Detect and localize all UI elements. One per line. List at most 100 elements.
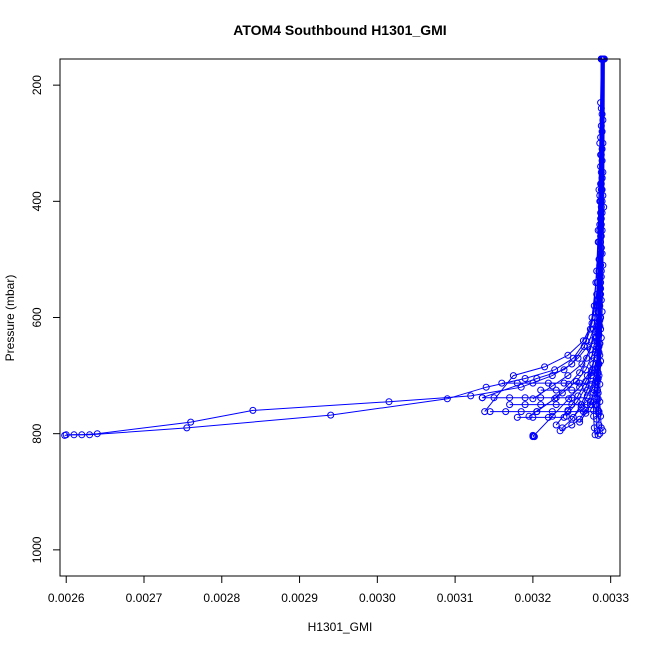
data-point bbox=[187, 418, 195, 426]
data-point bbox=[513, 379, 521, 387]
y-axis-label: Pressure (mbar) bbox=[3, 275, 17, 362]
data-point bbox=[537, 401, 545, 409]
data-point bbox=[530, 433, 538, 441]
x-axis-label: H1301_GMI bbox=[308, 620, 373, 634]
data-point bbox=[443, 395, 451, 403]
data-point bbox=[327, 411, 335, 419]
data-point bbox=[467, 392, 475, 400]
x-tick-label: 0.0028 bbox=[203, 591, 240, 605]
series-profile bbox=[513, 413, 568, 421]
data-point bbox=[552, 421, 560, 429]
data-point bbox=[486, 408, 494, 416]
data-point bbox=[595, 408, 603, 416]
data-point bbox=[509, 372, 517, 380]
data-point bbox=[583, 386, 591, 394]
data-point bbox=[564, 372, 572, 380]
data-point bbox=[529, 395, 537, 403]
data-point bbox=[548, 408, 556, 416]
series-line bbox=[482, 58, 605, 399]
data-point bbox=[249, 406, 257, 414]
data-point bbox=[552, 401, 560, 409]
series-profile bbox=[529, 431, 538, 441]
x-tick-label: 0.0032 bbox=[515, 591, 552, 605]
data-point bbox=[579, 408, 587, 416]
data-point bbox=[588, 337, 596, 345]
data-point bbox=[478, 394, 486, 402]
series-profile bbox=[486, 408, 603, 416]
data-point bbox=[564, 351, 572, 359]
data-point bbox=[556, 427, 564, 435]
data-point bbox=[576, 415, 584, 423]
data-point bbox=[565, 380, 573, 388]
data-point bbox=[576, 369, 584, 377]
data-point bbox=[498, 379, 506, 387]
y-tick-label: 800 bbox=[30, 423, 44, 443]
axes-layer: 0.0026 0.0027 0.0028 0.0029 0.0030 0.0031 0.00… bbox=[30, 75, 629, 605]
x-tick-label: 0.0029 bbox=[281, 591, 318, 605]
data-point bbox=[579, 337, 587, 345]
data-point bbox=[521, 401, 529, 409]
data-point bbox=[544, 379, 552, 387]
data-point bbox=[583, 354, 591, 362]
chart-title: ATOM4 Southbound H1301_GMI bbox=[233, 22, 446, 38]
data-point bbox=[597, 412, 605, 420]
y-tick-label: 400 bbox=[30, 191, 44, 211]
data-point bbox=[593, 386, 601, 394]
data-point bbox=[568, 421, 576, 429]
x-tick-label: 0.0026 bbox=[48, 591, 85, 605]
data-point bbox=[533, 408, 541, 416]
data-point bbox=[569, 354, 577, 362]
data-point bbox=[525, 412, 533, 420]
data-point bbox=[560, 379, 568, 387]
data-point bbox=[548, 372, 556, 380]
data-point bbox=[568, 386, 576, 394]
data-point bbox=[594, 431, 602, 439]
data-point bbox=[583, 401, 591, 409]
data-point bbox=[569, 413, 577, 421]
data-point bbox=[597, 314, 605, 321]
data-point bbox=[537, 386, 545, 394]
series-profile bbox=[61, 55, 606, 439]
data-point bbox=[517, 408, 525, 416]
series-profile bbox=[478, 394, 591, 402]
data-point bbox=[529, 431, 537, 439]
data-point bbox=[598, 209, 606, 217]
data-point bbox=[599, 427, 607, 435]
x-tick-label: 0.0031 bbox=[437, 591, 474, 605]
data-point bbox=[385, 398, 393, 406]
data-point bbox=[568, 401, 576, 409]
data-point bbox=[560, 413, 568, 421]
data-point bbox=[506, 394, 514, 402]
data-point bbox=[552, 386, 560, 394]
data-point bbox=[541, 363, 549, 371]
y-tick-label: 1000 bbox=[30, 536, 44, 563]
data-point bbox=[576, 418, 584, 426]
data-point bbox=[521, 394, 529, 402]
data-point bbox=[506, 401, 514, 409]
data-point bbox=[529, 379, 537, 387]
data-point bbox=[583, 394, 591, 402]
data-point bbox=[502, 408, 510, 416]
series-line bbox=[593, 58, 604, 411]
data-point bbox=[574, 354, 582, 362]
data-point bbox=[86, 431, 94, 439]
series-line bbox=[532, 58, 603, 400]
plot-frame bbox=[59, 58, 621, 577]
data-point bbox=[490, 394, 498, 402]
data-point bbox=[599, 192, 607, 199]
data-point bbox=[529, 413, 537, 421]
data-point bbox=[598, 250, 606, 258]
series-line bbox=[532, 434, 535, 437]
data-point bbox=[70, 431, 78, 439]
data-point bbox=[548, 412, 556, 420]
data-point bbox=[587, 372, 595, 380]
series-profile bbox=[537, 386, 591, 394]
data-point bbox=[597, 267, 605, 275]
data-point bbox=[544, 413, 552, 421]
y-tick-label: 200 bbox=[30, 75, 44, 95]
data-point bbox=[61, 431, 69, 439]
series-layer bbox=[61, 55, 608, 441]
data-point bbox=[591, 379, 599, 387]
data-point bbox=[481, 408, 489, 416]
series-profile bbox=[498, 379, 599, 387]
